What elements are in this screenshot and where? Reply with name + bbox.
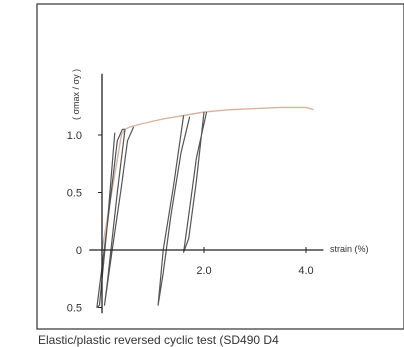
hysteresis-loop-2 [103, 126, 135, 306]
origin-tick-label: 0 [76, 245, 82, 257]
hysteresis-loop-4 [183, 111, 208, 253]
axes [89, 73, 324, 314]
chart-frame [36, 3, 404, 330]
hysteresis-loop-3 [157, 115, 191, 306]
figure-caption: Elastic/plastic reversed cyclic test (SD… [38, 333, 279, 347]
y-tick-label: 0.5 [67, 303, 82, 315]
y-tick-label: 0.5 [67, 188, 82, 200]
y-axis-label: ( σmax / σy ) [71, 69, 81, 120]
x-tick-label: 2.0 [196, 265, 211, 277]
x-axis-label: strain (%) [330, 244, 369, 254]
plot-area [96, 106, 314, 309]
tick-labels: 2.0 4.0 0.5 0.5 1.0 0 [67, 130, 314, 315]
x-tick-label: 4.0 [298, 265, 313, 277]
y-tick-label: 1.0 [67, 130, 82, 142]
